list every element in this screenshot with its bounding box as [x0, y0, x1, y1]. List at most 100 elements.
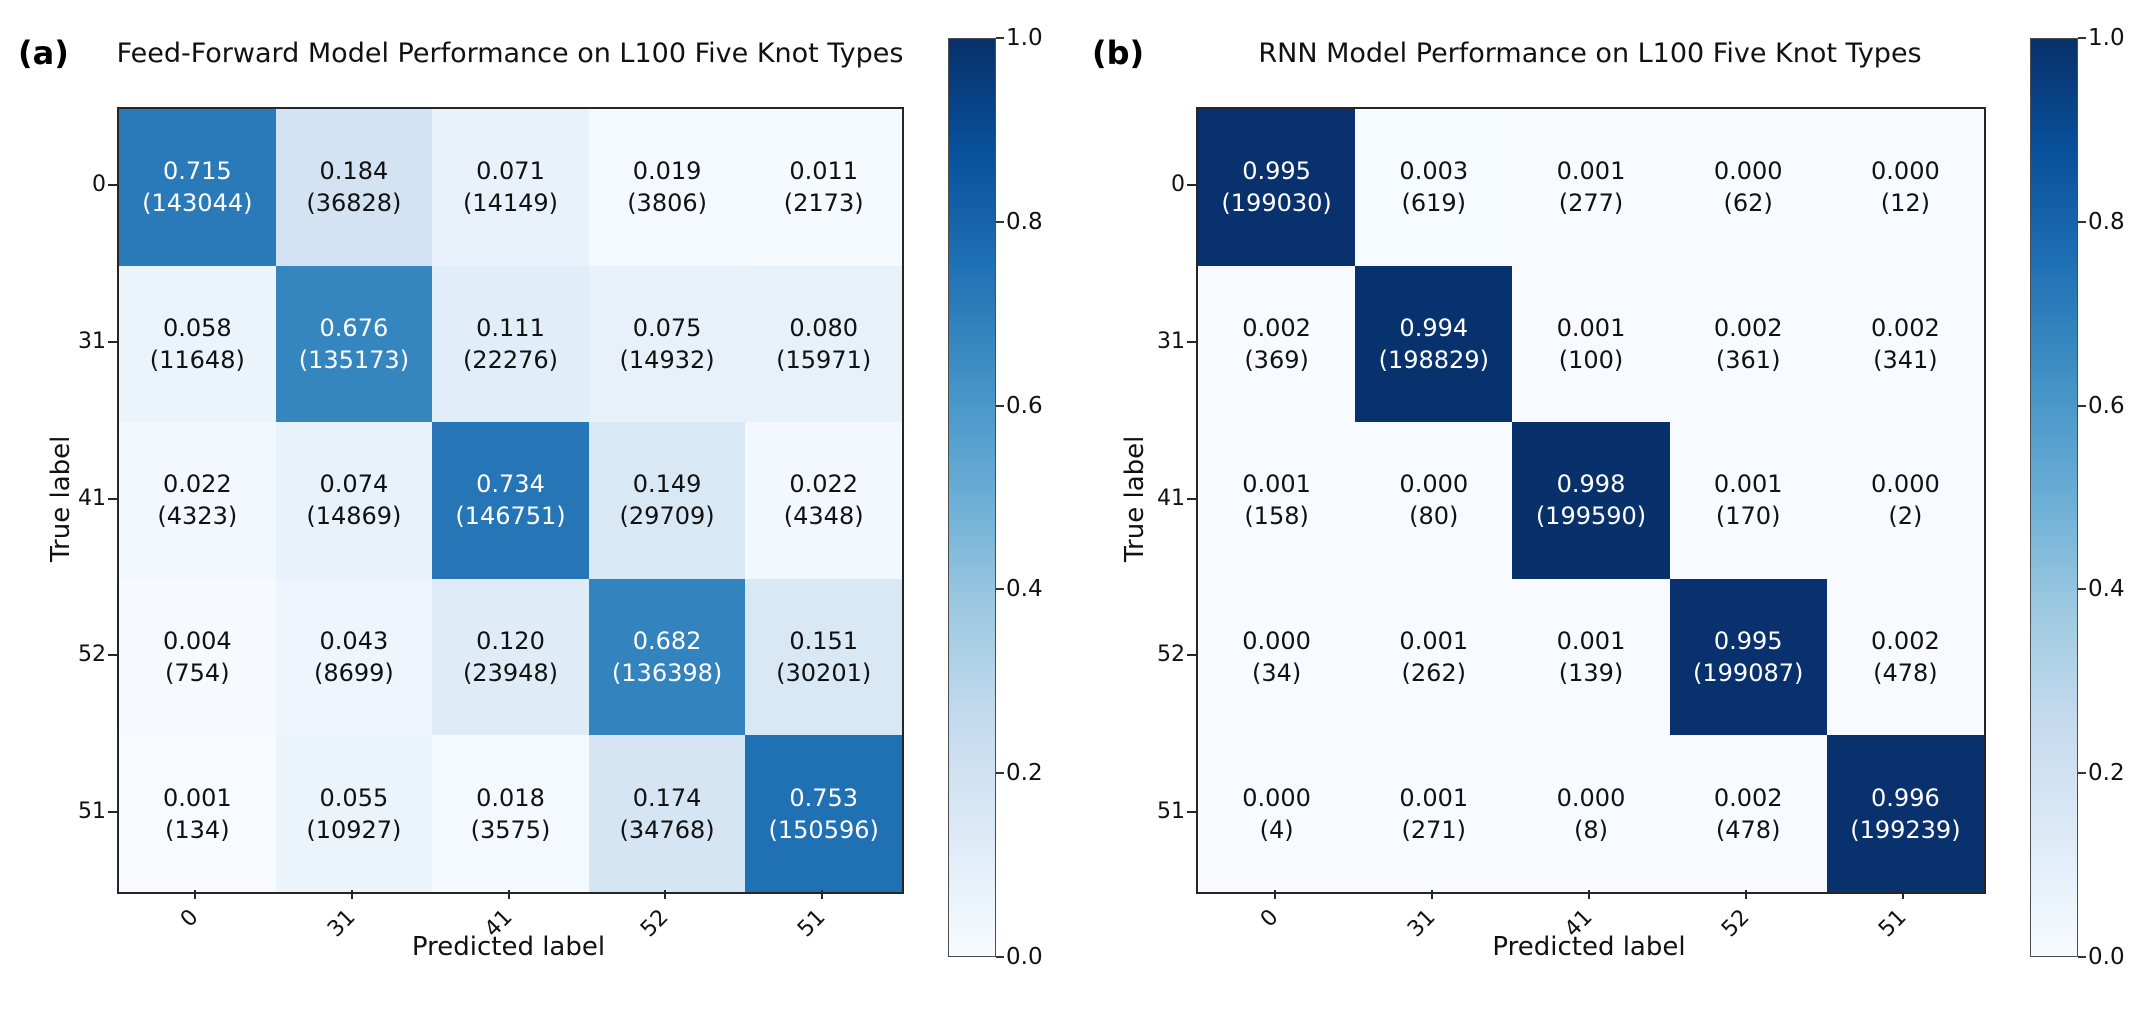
heatmap-cell: 0.058 (11648)	[119, 265, 276, 423]
cell-count: (14149)	[462, 189, 559, 218]
heatmap-cell: 0.998 (199590)	[1512, 422, 1670, 579]
cell-value: 0.002	[1871, 627, 1940, 656]
y-axis-label: True label	[46, 435, 76, 562]
colorbar-tick-label: 0.6	[2088, 392, 2125, 419]
colorbar-tick-mark	[2078, 588, 2086, 591]
cell-count: (62)	[1723, 189, 1773, 218]
colorbar-tick-mark	[996, 956, 1004, 958]
heatmap-cell: 0.676 (135173)	[275, 265, 433, 423]
cell-count: (199087)	[1693, 659, 1804, 688]
x-tick-label: 51	[792, 904, 831, 943]
heatmap-cell: 0.003 (619)	[1355, 109, 1513, 266]
colorbar-tick-mark	[2078, 956, 2086, 958]
cell-count: (143044)	[142, 189, 253, 218]
colorbar-gradient	[2030, 38, 2078, 957]
colorbar-tick-mark	[996, 772, 1004, 775]
cell-count: (4323)	[157, 502, 238, 531]
cell-count: (2173)	[783, 189, 864, 218]
cell-count: (135173)	[298, 345, 410, 374]
cell-count: (139)	[1558, 659, 1624, 688]
colorbar-tick-mark	[996, 588, 1004, 591]
y-axis-ticks: 0 31 41 52 51	[78, 107, 900, 890]
cell-value: 0.003	[1399, 157, 1469, 186]
cell-count: (199030)	[1221, 189, 1332, 218]
x-tick-label: 52	[1717, 904, 1755, 943]
y-tick-mark	[1187, 184, 1196, 187]
heatmap-cell: 0.000 (2)	[1826, 422, 1984, 579]
cell-value: 0.001	[1399, 783, 1469, 812]
heatmap-cell: 0.001 (170)	[1669, 422, 1827, 579]
cell-value: 0.676	[319, 313, 389, 342]
cell-count: (36828)	[306, 189, 402, 218]
cell-count: (361)	[1715, 345, 1781, 374]
colorbar-tick-label: 0.8	[1006, 208, 1043, 235]
cell-value: 0.000	[1399, 470, 1469, 499]
heatmap: 0.715 (143044) 0.184 (36828) 0.071 (14149) 0.0…	[117, 107, 904, 894]
cell-count: (134)	[165, 815, 230, 844]
cell-value: 0.071	[476, 157, 545, 186]
cell-value: 0.004	[162, 627, 232, 656]
colorbar-tick-label: 1.0	[1006, 25, 1043, 51]
heatmap-cell: 0.174 (34768)	[588, 735, 746, 892]
y-tick-mark	[1187, 654, 1196, 657]
cell-value: 0.111	[476, 313, 545, 342]
cell-value: 0.001	[1399, 627, 1469, 656]
x-tick-label: 41	[1560, 904, 1598, 943]
heatmap-cell: 0.071 (14149)	[432, 109, 589, 266]
y-tick-label: 52	[78, 642, 106, 668]
y-tick-label: 52	[1157, 642, 1185, 668]
cell-value: 0.000	[1556, 783, 1626, 812]
cell-value: 0.001	[1242, 470, 1311, 499]
heatmap-cell: 0.994 (198829)	[1355, 265, 1513, 423]
y-tick-mark	[1187, 810, 1196, 813]
colorbar-tick-label: 0.2	[2088, 760, 2125, 787]
y-tick-label: 51	[1157, 798, 1185, 824]
colorbar-tick-mark	[996, 220, 1004, 223]
cell-count: (199590)	[1535, 502, 1647, 531]
cell-value: 0.174	[632, 783, 702, 812]
cell-value: 0.074	[319, 470, 389, 499]
cell-count: (11648)	[149, 345, 245, 374]
heatmap-cell: 0.995 (199030)	[1198, 109, 1356, 266]
x-tick-mark	[1745, 890, 1748, 899]
y-tick-label: 41	[78, 485, 106, 511]
cell-count: (10927)	[306, 815, 402, 844]
heatmap-cell: 0.002 (369)	[1198, 265, 1356, 423]
cell-value: 0.001	[1556, 157, 1626, 186]
heatmap-cell: 0.149 (29709)	[588, 422, 746, 579]
cell-count: (369)	[1244, 345, 1309, 374]
y-tick-mark	[108, 340, 117, 343]
heatmap-cell: 0.001 (271)	[1355, 735, 1513, 892]
cell-count: (754)	[165, 659, 230, 688]
cell-value: 0.994	[1399, 313, 1469, 342]
heatmap-cell: 0.001 (134)	[119, 735, 276, 892]
heatmap-cell: 0.120 (23948)	[432, 578, 589, 736]
heatmap-cell: 0.001 (139)	[1512, 578, 1670, 736]
heatmap-cell: 0.753 (150596)	[745, 735, 902, 892]
cell-value: 0.080	[789, 313, 859, 342]
cell-value: 0.019	[632, 157, 702, 186]
cell-count: (14869)	[306, 502, 402, 531]
x-tick-mark	[194, 890, 197, 899]
x-axis-ticks: 0 31 41 52 51	[117, 107, 900, 942]
colorbar-tick-label: 0.6	[1006, 392, 1043, 419]
cell-value: 0.018	[476, 783, 545, 812]
cell-value: 0.184	[319, 157, 389, 186]
x-tick-label: 52	[636, 904, 674, 943]
heatmap-cell: 0.002 (478)	[1826, 578, 1984, 736]
colorbar-tick-label: 0.4	[1006, 576, 1043, 603]
cell-value: 0.058	[162, 313, 232, 342]
x-tick-mark	[1588, 890, 1590, 899]
cell-count: (619)	[1401, 189, 1467, 218]
y-tick-mark	[1187, 497, 1196, 500]
heatmap-cell: 0.002 (361)	[1669, 265, 1827, 423]
cell-count: (3575)	[470, 815, 551, 844]
cell-count: (271)	[1401, 815, 1467, 844]
y-tick-mark	[108, 810, 117, 813]
cell-count: (14932)	[619, 345, 715, 374]
cell-count: (3806)	[627, 189, 707, 218]
x-tick-label: 51	[1874, 904, 1912, 943]
cell-count: (136398)	[611, 659, 723, 688]
cell-value: 0.734	[476, 470, 545, 499]
heatmap-cell: 0.000 (80)	[1355, 422, 1513, 579]
